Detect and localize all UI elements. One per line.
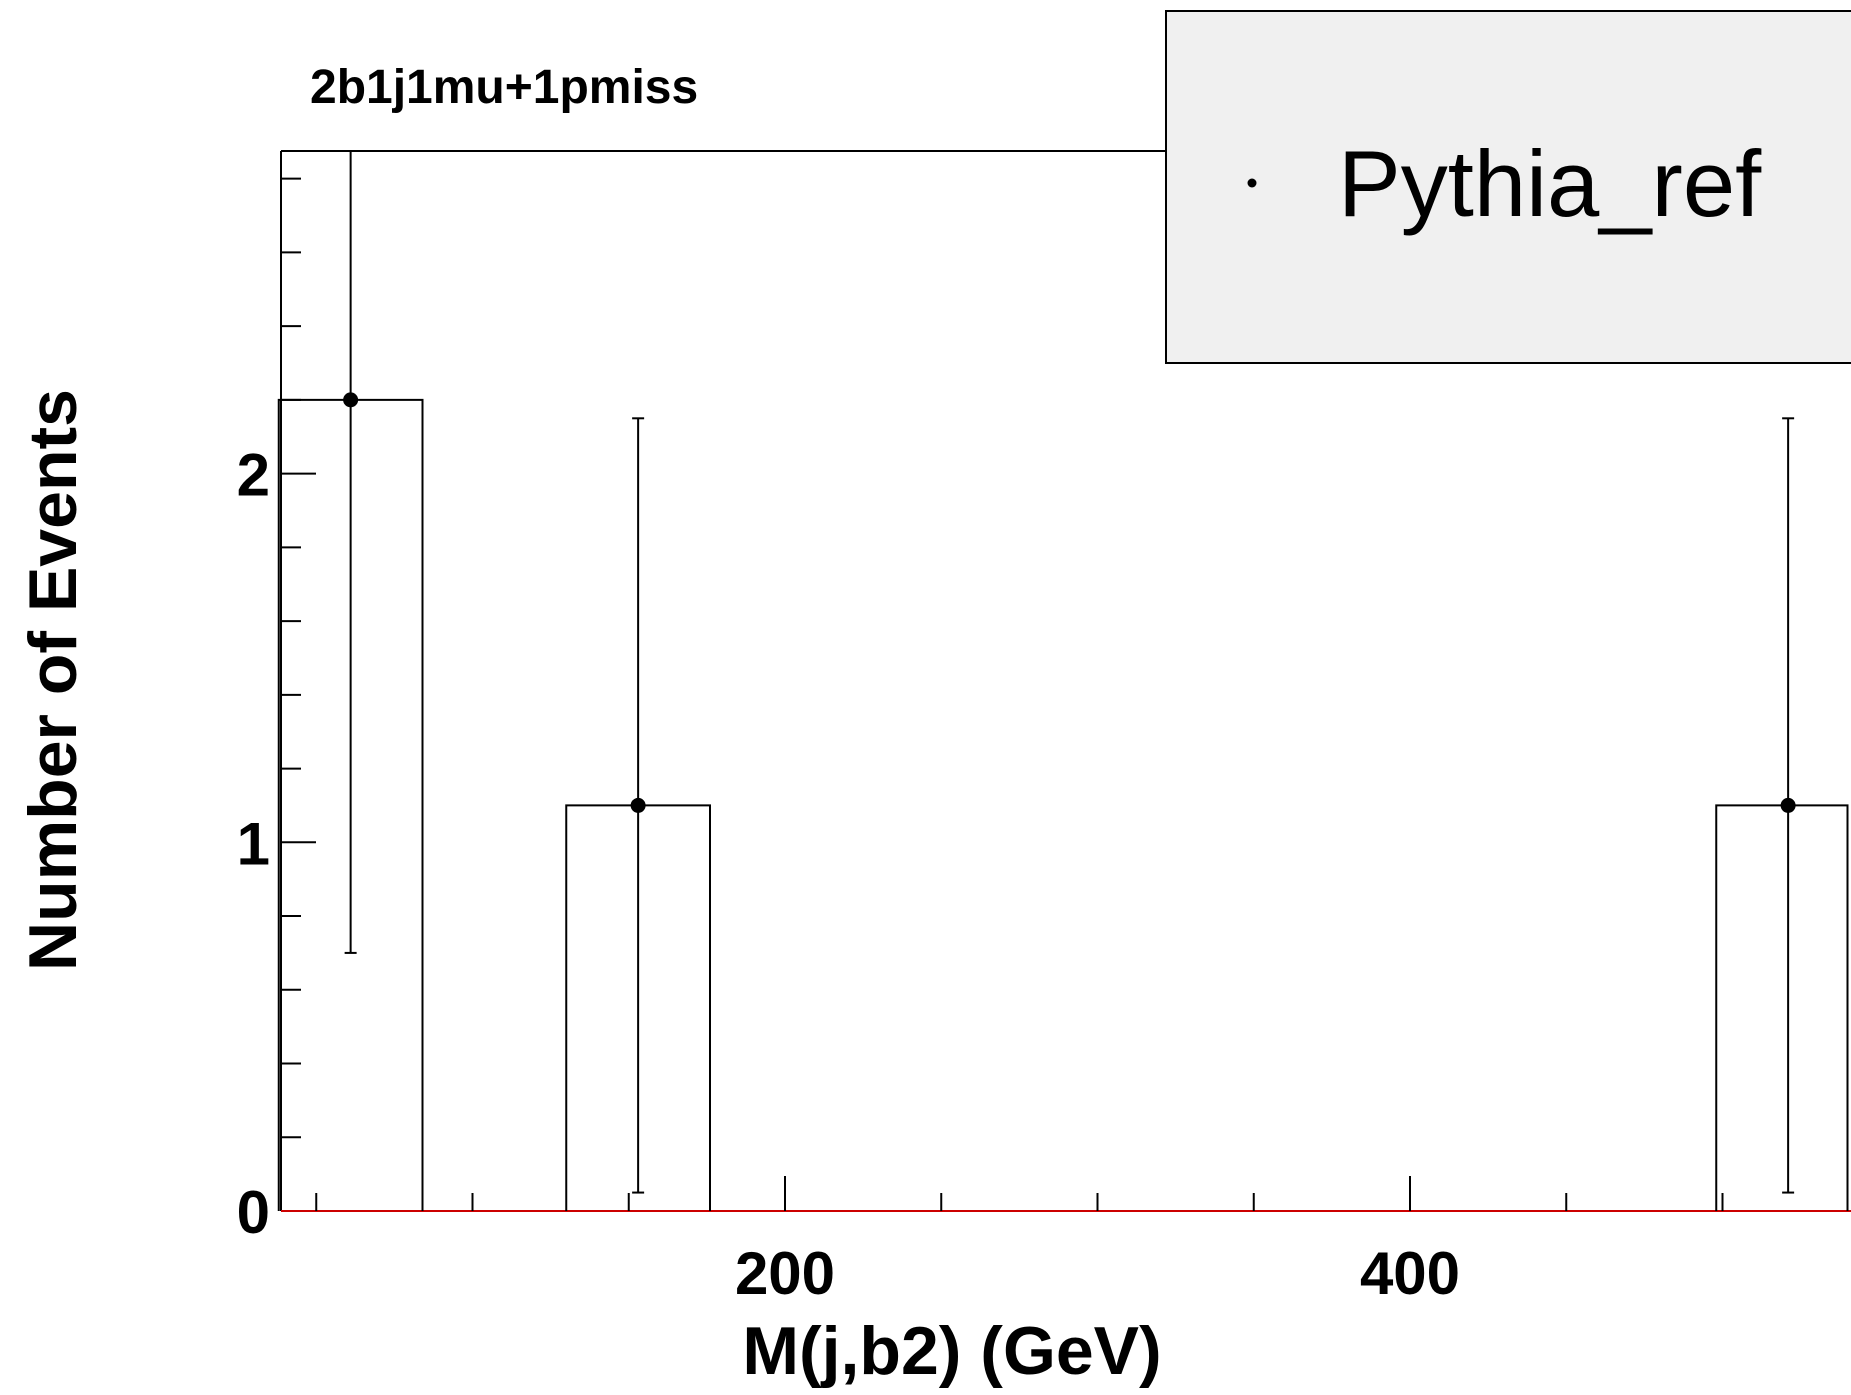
- x-tick-label-400: 400: [1360, 1240, 1460, 1307]
- data-points: [343, 392, 1796, 813]
- legend-label: Pythia_ref: [1338, 131, 1762, 236]
- data-point-2: [1780, 797, 1796, 813]
- chart-title: 2b1j1mu+1pmiss: [310, 61, 698, 114]
- x-tick-label-200: 200: [735, 1240, 835, 1307]
- legend-box: [1165, 10, 1851, 364]
- y-tick-label-0: 0: [237, 1179, 270, 1246]
- y-tick-label-1: 1: [237, 810, 270, 877]
- legend-marker: [1247, 178, 1257, 188]
- x-axis-title: M(j,b2) (GeV): [742, 1313, 1161, 1389]
- histogram-bins: [277, 398, 1849, 1211]
- data-point-0: [343, 392, 359, 408]
- y-tick-label-2: 2: [237, 442, 270, 509]
- y-axis-title: Number of Events: [15, 389, 91, 971]
- data-point-1: [630, 797, 646, 813]
- histogram-bin-2: [1715, 804, 1849, 1211]
- axis-ticks: 200 400 0 1 2: [237, 177, 1724, 1307]
- legend: Pythia_ref: [1165, 10, 1851, 364]
